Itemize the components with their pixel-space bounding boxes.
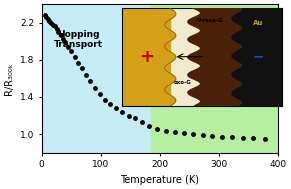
Point bbox=[147, 124, 152, 127]
Point bbox=[97, 93, 102, 96]
Point bbox=[114, 107, 118, 110]
Point bbox=[200, 133, 205, 136]
Point bbox=[58, 33, 63, 36]
Polygon shape bbox=[122, 8, 176, 106]
Point bbox=[173, 131, 177, 134]
Polygon shape bbox=[234, 8, 282, 106]
Polygon shape bbox=[232, 8, 282, 106]
Point bbox=[56, 30, 61, 33]
Point bbox=[51, 23, 55, 26]
Polygon shape bbox=[188, 8, 243, 106]
Y-axis label: R/R₃₀₀ₖ: R/R₃₀₀ₖ bbox=[4, 62, 14, 95]
Point bbox=[63, 41, 68, 44]
Text: +: + bbox=[139, 48, 154, 66]
Point bbox=[126, 114, 131, 117]
Point bbox=[49, 21, 54, 24]
Point bbox=[240, 136, 245, 139]
Point bbox=[140, 121, 145, 124]
Point bbox=[251, 136, 256, 139]
X-axis label: Temperature (K): Temperature (K) bbox=[120, 175, 200, 185]
Point bbox=[262, 137, 267, 140]
Point bbox=[76, 61, 81, 64]
Point bbox=[155, 127, 159, 130]
Point bbox=[80, 67, 84, 70]
Point bbox=[133, 117, 137, 120]
Point bbox=[42, 14, 47, 17]
Point bbox=[52, 25, 57, 28]
Point bbox=[88, 80, 93, 83]
Point bbox=[93, 86, 97, 89]
Text: oxo-G: oxo-G bbox=[174, 80, 192, 85]
Point bbox=[164, 130, 168, 133]
Point bbox=[66, 45, 71, 48]
Point bbox=[108, 103, 113, 106]
Point bbox=[44, 16, 49, 19]
Bar bbox=[151, 4, 278, 153]
Text: V-roxo-G: V-roxo-G bbox=[197, 18, 223, 23]
Point bbox=[61, 37, 65, 40]
Point bbox=[54, 28, 59, 31]
Bar bbox=[42, 4, 151, 153]
Text: Near-Zero Temperature
Coefficient of Resistance: Near-Zero Temperature Coefficient of Res… bbox=[166, 92, 266, 105]
Polygon shape bbox=[167, 8, 282, 106]
Point bbox=[230, 135, 235, 138]
Text: Hopping
Transport: Hopping Transport bbox=[54, 30, 103, 49]
Text: −: − bbox=[253, 50, 264, 64]
Polygon shape bbox=[122, 8, 170, 106]
Point bbox=[47, 19, 52, 22]
Point bbox=[220, 135, 224, 138]
Point bbox=[181, 132, 186, 135]
Text: Au: Au bbox=[253, 20, 263, 26]
Point bbox=[103, 98, 107, 101]
Point bbox=[72, 56, 77, 59]
Point bbox=[45, 18, 50, 21]
Point bbox=[69, 50, 74, 53]
Point bbox=[120, 110, 125, 113]
Point bbox=[210, 134, 214, 137]
Point bbox=[191, 132, 196, 136]
Point bbox=[84, 73, 88, 76]
